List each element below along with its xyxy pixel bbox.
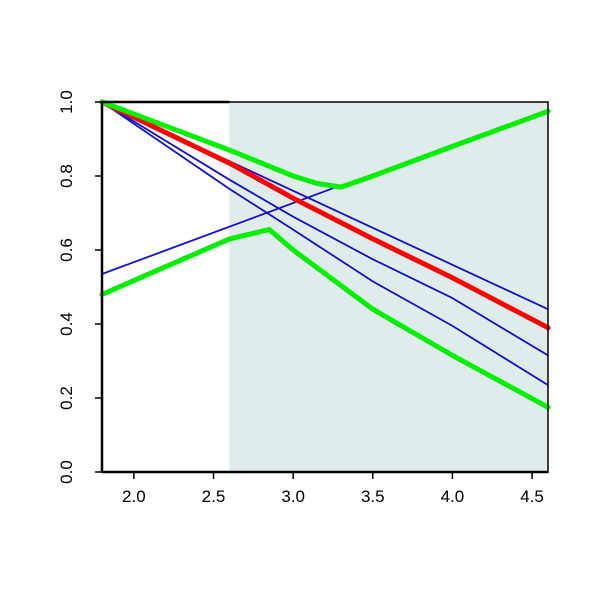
shaded-region [229,102,548,472]
series-line-3 [101,101,549,387]
y-tick-label: 0.0 [57,460,76,484]
y-tick-label: 0.4 [57,312,76,336]
y-tick-label: 0.8 [57,164,76,188]
y-tick-label: 0.2 [57,386,76,410]
series-line-2 [101,101,549,357]
series-layer [99,99,551,410]
series-line-7 [99,227,551,410]
x-tick-label: 3.5 [361,487,385,506]
y-tick-label: 0.6 [57,238,76,262]
series-line-6 [99,99,551,190]
y-tick-label: 1.0 [57,90,76,114]
x-tick-label: 2.0 [122,487,146,506]
x-tick-label: 2.5 [202,487,226,506]
x-tick-label: 4.0 [441,487,465,506]
y-axis: 0.0 0.2 0.4 0.6 0.8 1.0 [57,90,230,484]
x-axis: 2.0 2.5 3.0 3.5 4.0 4.5 [102,470,548,506]
x-tick-label: 4.5 [520,487,544,506]
x-tick-label: 3.0 [281,487,305,506]
series-line-5 [99,99,551,331]
